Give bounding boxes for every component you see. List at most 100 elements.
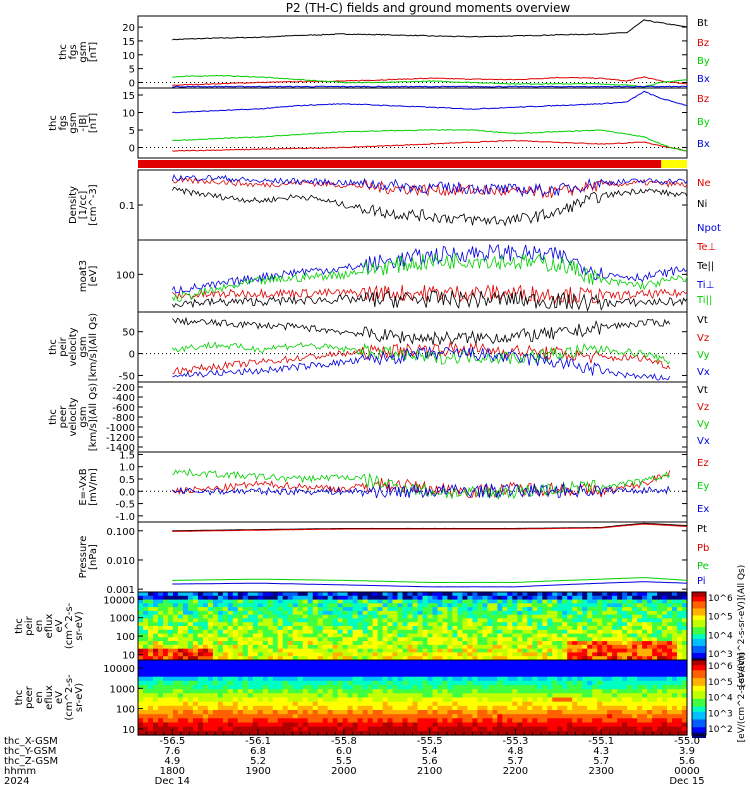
spectrogram-cell: [153, 710, 159, 715]
spectrogram-cell: [557, 689, 563, 694]
spectrogram-cell: [372, 644, 379, 650]
spectrogram-cell: [357, 676, 364, 682]
spectrogram-cell: [547, 701, 553, 707]
spectrogram-cell: [452, 595, 458, 601]
spectrogram-cell: [547, 603, 553, 608]
spectrogram-cell: [517, 689, 523, 694]
legend-Ni: Ni: [697, 199, 707, 210]
spectrogram-cell: [522, 718, 528, 724]
spectrogram-cell: [382, 722, 389, 728]
y-tick-label: -200: [112, 383, 135, 394]
spectrogram-cell: [252, 676, 259, 682]
spectrogram-cell: [512, 714, 518, 719]
spectrogram-cell: [552, 599, 558, 604]
spectrogram-cell: [642, 622, 648, 627]
spectrogram-cell: [552, 607, 558, 612]
spectrogram-cell: [352, 689, 359, 694]
spectrogram-cell: [642, 633, 648, 638]
spectrogram-cell: [172, 685, 179, 690]
spectrogram-cell: [502, 652, 508, 657]
spectrogram-cell: [612, 664, 618, 669]
spectrogram-cell: [457, 718, 463, 724]
spectrogram-cell: [143, 676, 149, 682]
colorbar-swatch: [692, 643, 706, 647]
spectrogram-cell: [207, 664, 214, 669]
spectrogram-cell: [262, 622, 269, 627]
spectrogram-cell: [572, 610, 578, 616]
spectrogram-cell: [592, 610, 598, 616]
spectrogram-cell: [647, 676, 653, 682]
spectrogram-cell: [148, 607, 154, 612]
spectrogram-cell: [342, 637, 349, 642]
spectrogram-cell: [552, 672, 558, 678]
spectrogram-cell: [592, 614, 598, 620]
spectrogram-cell: [567, 672, 573, 678]
spectrogram-cell: [612, 656, 618, 661]
spectrogram-cell: [322, 641, 329, 646]
date-label-start: Dec 14: [155, 776, 190, 787]
spectrogram-cell: [557, 730, 563, 736]
spectrogram-cell: [187, 592, 194, 597]
spectrogram-cell: [347, 614, 354, 620]
spectrogram-cell: [632, 701, 638, 707]
spectrogram-cell: [387, 718, 394, 724]
spectrogram-cell: [372, 726, 379, 732]
spectrogram-cell: [138, 676, 144, 682]
spectrogram-cell: [402, 705, 409, 711]
spectrogram-cell: [207, 726, 214, 732]
spectrogram-cell: [642, 689, 648, 694]
colorbar-swatch: [692, 636, 706, 640]
spectrogram-cell: [677, 697, 683, 703]
spectrogram-cell: [437, 685, 444, 690]
spectrogram-cell: [307, 672, 314, 678]
spectrogram-cell: [507, 648, 513, 654]
colorbar-swatch: [692, 683, 706, 687]
spectrogram-cell: [158, 641, 164, 646]
spectrogram-cell: [412, 629, 419, 635]
spectrogram-cell: [257, 614, 264, 620]
spectrogram-cell: [138, 603, 144, 608]
spectrogram-cell: [307, 676, 314, 682]
spectrogram-cell: [182, 599, 189, 604]
spectrogram-cell: [163, 672, 169, 678]
spectrogram-cell: [507, 680, 513, 686]
spectrogram-cell: [292, 710, 299, 715]
spectrogram-cell: [617, 641, 623, 646]
spectrogram-cell: [167, 641, 174, 646]
spectrogram-cell: [337, 660, 344, 665]
spectrogram-cell: [632, 652, 638, 657]
spectrogram-cell: [427, 648, 434, 654]
spectrogram-cell: [217, 595, 224, 601]
spectrogram-cell: [287, 730, 294, 736]
spectrogram-cell: [372, 629, 379, 635]
spectrogram-cell: [332, 710, 339, 715]
spectrogram-cell: [447, 637, 453, 642]
spectrogram-cell: [227, 629, 234, 635]
spectrogram-cell: [257, 689, 264, 694]
spectrogram-cell: [587, 603, 593, 608]
spectrogram-cell: [187, 718, 194, 724]
spectrogram-cell: [657, 718, 663, 724]
spectrogram-cell: [397, 626, 404, 631]
spectrogram-cell: [332, 689, 339, 694]
spectrogram-cell: [482, 603, 488, 608]
spectrogram-cell: [532, 637, 538, 642]
spectrogram-cell: [382, 629, 389, 635]
spectrogram-cell: [177, 668, 184, 674]
spectrogram-cell: [297, 693, 304, 699]
spectrogram-cell: [372, 668, 379, 674]
spectrogram-cell: [367, 664, 374, 669]
spectrogram-cell: [307, 656, 314, 661]
spectrogram-cell: [197, 718, 204, 724]
spectrogram-cell: [537, 701, 543, 707]
spectrogram-cell: [647, 599, 653, 604]
spectrogram-cell: [138, 656, 144, 661]
spectrogram-cell: [317, 697, 324, 703]
spectrogram-cell: [602, 641, 608, 646]
spectrogram-cell: [467, 718, 473, 724]
spectrogram-cell: [437, 730, 444, 736]
spectrogram-cell: [227, 693, 234, 699]
spectrogram-cell: [182, 622, 189, 627]
spectrogram-cell: [347, 599, 354, 604]
spectrogram-cell: [607, 595, 613, 601]
